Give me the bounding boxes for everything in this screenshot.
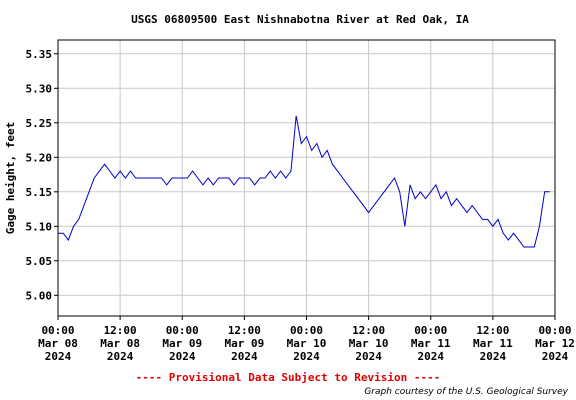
- credit: Graph courtesy of the U.S. Geological Su…: [364, 387, 568, 397]
- x-tick-label: 00:00 Mar 08 2024: [38, 324, 78, 363]
- y-tick-label: 5.35: [26, 48, 53, 61]
- x-tick-label: 00:00 Mar 10 2024: [287, 324, 327, 363]
- x-tick-label: 12:00 Mar 08 2024: [100, 324, 140, 363]
- y-axis-label: Gage height, feet: [4, 122, 17, 235]
- x-tick-label: 00:00 Mar 09 2024: [162, 324, 202, 363]
- x-tick-label: 12:00 Mar 11 2024: [473, 324, 513, 363]
- y-tick-label: 5.30: [26, 82, 53, 95]
- x-tick-label: 00:00 Mar 12 2024: [535, 324, 575, 363]
- data-line: [58, 115, 550, 248]
- y-tick-label: 5.05: [26, 255, 53, 268]
- plot-frame: [57, 39, 556, 317]
- x-tick-label: 12:00 Mar 09 2024: [225, 324, 265, 363]
- y-tick-label: 5.25: [26, 117, 53, 130]
- x-tick-label: 00:00 Mar 11 2024: [411, 324, 451, 363]
- y-tick-label: 5.15: [26, 186, 53, 199]
- x-tick-label: 12:00 Mar 10 2024: [349, 324, 389, 363]
- y-tick-label: 5.10: [26, 220, 53, 233]
- y-tick-label: 5.00: [26, 289, 53, 302]
- y-tick-label: 5.20: [26, 151, 53, 164]
- footer: ---- Provisional Data Subject to Revisio…: [136, 371, 441, 384]
- chart-title: USGS 06809500 East Nishnabotna River at …: [131, 13, 469, 26]
